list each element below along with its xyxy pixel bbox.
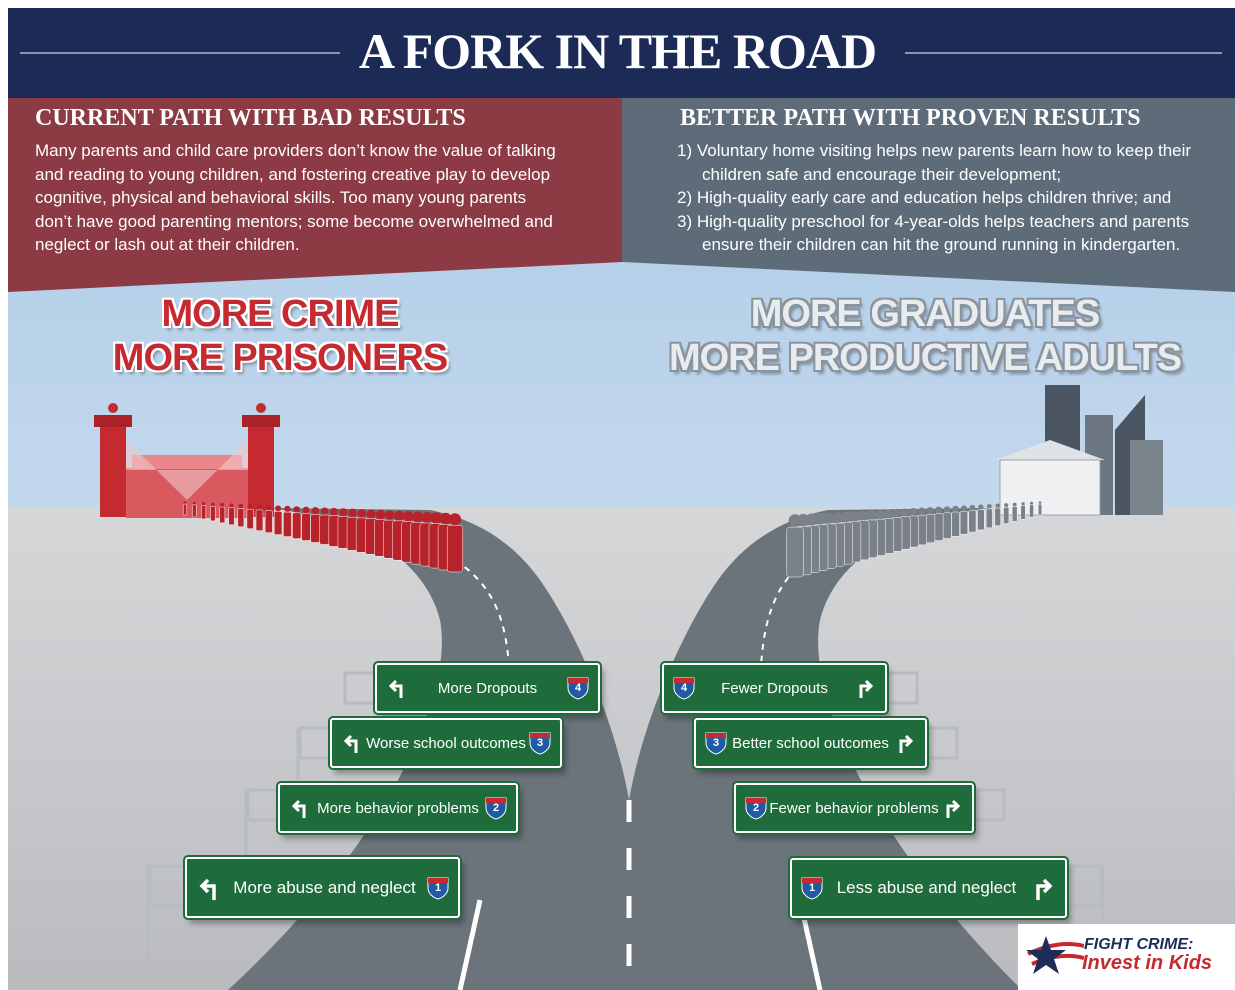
person [1020, 502, 1026, 520]
person [246, 504, 254, 530]
city [995, 385, 1163, 516]
shield-number: 1 [434, 881, 442, 894]
person [273, 505, 283, 535]
people-lines [182, 501, 1043, 578]
sign-label: More abuse and neglect [233, 877, 416, 897]
person [346, 508, 359, 551]
road-sign: More Dropouts 4 [373, 661, 602, 715]
person [446, 513, 464, 573]
sign-label: Better school outcomes [732, 734, 889, 752]
shield-number: 1 [808, 882, 816, 894]
prison [94, 403, 280, 518]
shield: 1 [426, 876, 450, 900]
person [319, 507, 330, 545]
person [237, 503, 245, 528]
turn-arrow [899, 734, 914, 753]
person [1011, 502, 1018, 522]
left-outcome: MORE CRIME MORE PRISONERS [60, 292, 500, 380]
person [182, 501, 188, 516]
person [933, 506, 944, 541]
person [786, 514, 804, 578]
right-panel-bg [622, 98, 1235, 292]
outcome-line: MORE PRISONERS [112, 337, 448, 379]
person [968, 504, 977, 533]
shield: 2 [484, 796, 508, 820]
turn-arrow [946, 799, 961, 818]
person [201, 502, 207, 520]
logo-star [1026, 936, 1084, 974]
person [951, 505, 960, 537]
person [283, 505, 292, 537]
person [1037, 501, 1043, 516]
road-sign: 1 Less abuse and neglect [788, 856, 1069, 920]
sign-label: Less abuse and neglect [836, 878, 1017, 897]
person [292, 506, 302, 539]
sign-label: Fewer behavior problems [769, 799, 939, 817]
person [264, 504, 273, 533]
shield-number: 2 [752, 802, 760, 814]
shield: 4 [672, 676, 696, 700]
road-sign: Worse school outcomes 3 [328, 716, 564, 770]
road-sign: 2 Fewer behavior problems [732, 781, 976, 835]
turn-arrow [199, 878, 216, 900]
sign-label: More Dropouts [437, 679, 538, 697]
person [255, 504, 264, 531]
right-heading: BETTER PATH WITH PROVEN RESULTS [680, 105, 1141, 131]
turn-arrow [291, 799, 306, 818]
list-item: 1) Voluntary home visiting helps new par… [677, 141, 1192, 184]
title: A FORK IN THE ROAD [358, 23, 877, 79]
shield: 1 [800, 876, 824, 900]
shield-number: 3 [712, 737, 720, 749]
person [1003, 503, 1010, 524]
shield-number: 4 [574, 682, 582, 694]
shield: 3 [704, 731, 728, 755]
logo-line: FIGHT CRIME: [1084, 936, 1194, 953]
person [916, 507, 927, 546]
shield-number: 3 [536, 737, 544, 749]
road-sign: 3 Better school outcomes [692, 716, 929, 770]
person [959, 505, 969, 535]
person [1029, 501, 1034, 518]
road-sign: More abuse and neglect 1 [183, 855, 462, 920]
logo-line: Invest in Kids [1082, 952, 1213, 974]
left-body: Many parents and child care providers do… [35, 141, 556, 254]
road-sign: 4 Fewer Dropouts [660, 661, 889, 715]
person [977, 504, 985, 531]
shield-number: 4 [680, 682, 688, 694]
person [228, 503, 235, 526]
list-item: 2) High-quality early care and education… [677, 188, 1172, 207]
turn-arrow [388, 679, 403, 698]
left-panel-bg [8, 98, 622, 292]
turn-arrow [1036, 878, 1053, 900]
person [210, 502, 216, 522]
shield-number: 2 [492, 802, 500, 814]
person [219, 502, 226, 524]
person [907, 508, 919, 548]
list-item: 3) High-quality preschool for 4-year-old… [677, 211, 1190, 255]
left-heading: CURRENT PATH WITH BAD RESULTS [35, 105, 466, 131]
person [985, 503, 993, 529]
sign-label: More behavior problems [317, 799, 479, 817]
shield: 3 [528, 731, 552, 755]
turn-arrow [343, 734, 358, 753]
shield: 2 [744, 796, 768, 820]
sign-label: Fewer Dropouts [721, 679, 828, 697]
person [994, 503, 1001, 526]
person [310, 507, 321, 543]
sign-label: Worse school outcomes [366, 734, 526, 752]
outcome-line: MORE PRODUCTIVE ADULTS [668, 337, 1182, 379]
turn-arrow [859, 679, 874, 698]
outcome-line: MORE CRIME [161, 293, 400, 335]
person [355, 509, 368, 553]
shield: 4 [566, 676, 590, 700]
logo: FIGHT CRIME: Invest in Kids [1018, 924, 1235, 990]
person [192, 501, 197, 518]
right-outcome: MORE GRADUATES MORE PRODUCTIVE ADULTS [630, 292, 1220, 380]
right-list: 1) Voluntary home visiting helps new par… [677, 139, 1222, 257]
outcome-line: MORE GRADUATES [750, 293, 1100, 335]
road-sign: More behavior problems 2 [276, 781, 520, 835]
